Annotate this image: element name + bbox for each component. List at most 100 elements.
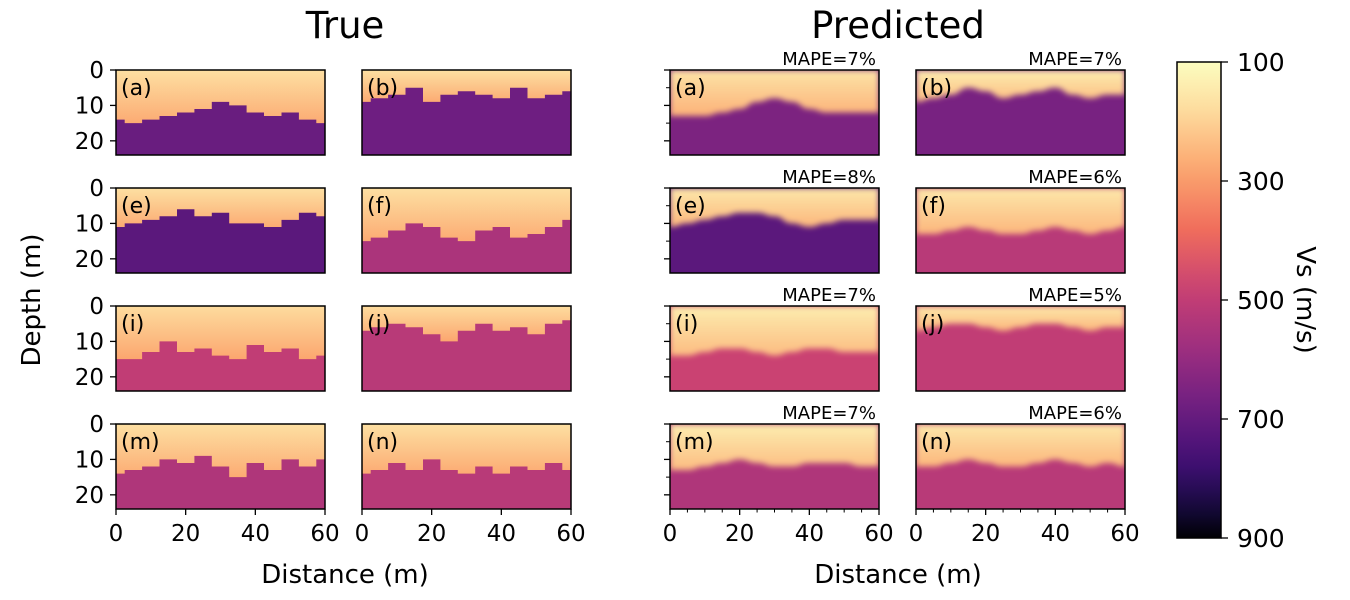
panel-true-i: (i) 0 10 20 [75, 294, 326, 392]
x-tick-label: 20 [171, 521, 200, 547]
panel-true-f: (f) [361, 187, 572, 274]
panel-frame [915, 69, 1126, 156]
upper-layer [670, 188, 879, 227]
panel-label: (m) [675, 430, 714, 455]
panel-pred-m: (m) MAPE=7% 0 20 40 60 [663, 403, 894, 547]
right-x-axis-label: Distance (m) [814, 560, 982, 590]
upper-layer [670, 306, 879, 356]
x-tick-label: 0 [909, 521, 924, 547]
panel-pred-f: (f) MAPE=6% [915, 167, 1126, 274]
panel-frame [115, 69, 326, 156]
x-tick-label: 0 [109, 521, 124, 547]
panel-frame [361, 423, 572, 510]
y-tick-label: 10 [75, 329, 104, 355]
x-tick-label: 0 [355, 521, 370, 547]
upper-layer [116, 188, 325, 227]
panel-pred-n: (n) MAPE=6% 0 20 40 60 [909, 403, 1140, 547]
colorbar-tick-label: 900 [1237, 524, 1285, 553]
panel-true-n: (n) 0 20 40 60 [355, 423, 586, 547]
y-tick-label: 20 [75, 129, 104, 155]
panel-label: (n) [367, 430, 398, 455]
mape-label: MAPE=7% [782, 403, 876, 424]
y-tick-label: 10 [75, 211, 104, 237]
panel-pred-e: (e) MAPE=8% [664, 167, 880, 274]
y-tick-label: 0 [89, 294, 104, 320]
panel-frame [115, 187, 326, 274]
panel-true-j: (j) [361, 305, 572, 392]
upper-layer [362, 306, 571, 342]
y-tick-label: 20 [75, 365, 104, 391]
colorbar-tick-label: 300 [1237, 167, 1285, 196]
colorbar-label: Vs (m/s) [1290, 246, 1320, 354]
panel-frame [669, 187, 880, 274]
x-tick-label: 60 [1110, 521, 1139, 547]
panel-frame [915, 187, 1126, 274]
colorbar-tick-label: 100 [1237, 48, 1285, 77]
panel-pred-a: (a) MAPE=7% [664, 49, 880, 156]
y-tick-label: 0 [89, 412, 104, 438]
panel-label: (e) [675, 194, 706, 219]
y-tick-label: 20 [75, 247, 104, 273]
panel-label: (b) [367, 76, 398, 101]
panel-pred-b: (b) MAPE=7% [915, 49, 1126, 156]
upper-layer [362, 70, 571, 102]
colorbar: 100 300 500 700 900 [1176, 48, 1285, 553]
panel-label: (f) [921, 194, 946, 219]
upper-layer [916, 70, 1125, 102]
panel-frame [361, 305, 572, 392]
panel-frame [115, 305, 326, 392]
panel-label: (j) [367, 312, 390, 337]
left-x-axis-label: Distance (m) [261, 560, 429, 590]
colorbar-tick-label: 500 [1237, 286, 1285, 315]
upper-layer [916, 306, 1125, 331]
panel-true-a: (a) 0 10 20 [75, 58, 326, 156]
panel-true-e: (e) 0 10 20 [75, 176, 326, 274]
upper-layer [916, 424, 1125, 467]
panel-label: (a) [121, 76, 152, 101]
mape-label: MAPE=6% [1028, 403, 1122, 424]
x-tick-label: 40 [487, 521, 516, 547]
panel-pred-i: (i) MAPE=7% [664, 285, 880, 392]
mape-label: MAPE=7% [1028, 49, 1122, 70]
panel-frame [669, 69, 880, 156]
upper-layer [116, 306, 325, 360]
x-tick-label: 20 [971, 521, 1000, 547]
x-tick-label: 0 [663, 521, 678, 547]
upper-layer [116, 70, 325, 124]
colorbar-tick-label: 700 [1237, 405, 1285, 434]
x-tick-label: 40 [795, 521, 824, 547]
mape-label: MAPE=6% [1028, 167, 1122, 188]
panel-label: (m) [121, 430, 160, 455]
mape-label: MAPE=7% [782, 49, 876, 70]
left-group-title: True [305, 4, 385, 47]
panel-label: (i) [675, 312, 698, 337]
y-tick-label: 0 [89, 58, 104, 84]
panel-label: (i) [121, 312, 144, 337]
panel-pred-j: (j) MAPE=5% [915, 285, 1126, 392]
mape-label: MAPE=8% [782, 167, 876, 188]
y-tick-label: 10 [75, 93, 104, 119]
x-tick-label: 40 [241, 521, 270, 547]
x-tick-label: 60 [310, 521, 339, 547]
panel-frame [669, 305, 880, 392]
upper-layer [916, 188, 1125, 234]
x-tick-label: 20 [725, 521, 754, 547]
panel-label: (e) [121, 194, 152, 219]
y-tick-label: 0 [89, 176, 104, 202]
panel-label: (j) [921, 312, 944, 337]
right-group-title: Predicted [811, 4, 985, 47]
x-tick-label: 20 [417, 521, 446, 547]
panel-grid: (a) 0 10 20 (b) (e) 0 10 20 (f) (i) 0 10 20 (j) (m) 0 10 2… [75, 49, 1140, 547]
y-tick-label: 10 [75, 447, 104, 473]
panel-label: (a) [675, 76, 706, 101]
panel-true-b: (b) [361, 69, 572, 156]
upper-layer [362, 424, 571, 474]
x-tick-label: 40 [1041, 521, 1070, 547]
panel-frame [115, 423, 326, 510]
y-tick-label: 20 [75, 483, 104, 509]
upper-layer [362, 188, 571, 242]
panel-frame [361, 69, 572, 156]
panel-label: (n) [921, 430, 952, 455]
